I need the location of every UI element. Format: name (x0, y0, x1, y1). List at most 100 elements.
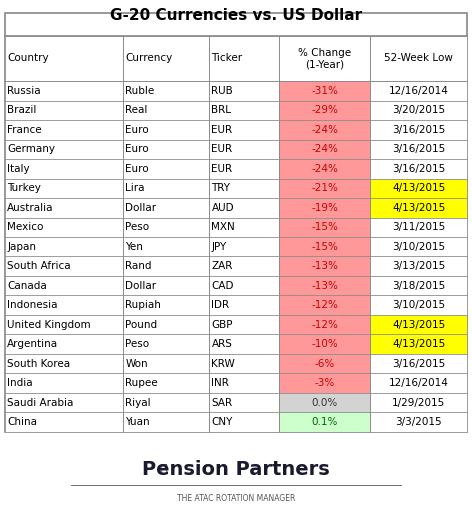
FancyBboxPatch shape (5, 276, 123, 296)
FancyBboxPatch shape (123, 237, 209, 257)
FancyBboxPatch shape (279, 101, 371, 120)
FancyBboxPatch shape (279, 354, 371, 373)
Text: ZAR: ZAR (211, 261, 233, 271)
FancyBboxPatch shape (5, 354, 123, 373)
FancyBboxPatch shape (279, 257, 371, 276)
FancyBboxPatch shape (279, 276, 371, 296)
Text: 4/13/2015: 4/13/2015 (392, 203, 446, 213)
FancyBboxPatch shape (123, 36, 209, 81)
Text: 0.1%: 0.1% (312, 417, 338, 427)
Text: THE ATAC ROTATION MANAGER: THE ATAC ROTATION MANAGER (177, 494, 295, 503)
Text: GBP: GBP (211, 320, 233, 330)
FancyBboxPatch shape (123, 198, 209, 217)
FancyBboxPatch shape (371, 334, 467, 354)
FancyBboxPatch shape (5, 296, 123, 315)
FancyBboxPatch shape (371, 315, 467, 334)
FancyBboxPatch shape (123, 178, 209, 198)
Text: -29%: -29% (312, 105, 338, 115)
Text: South Africa: South Africa (7, 261, 71, 271)
FancyBboxPatch shape (5, 257, 123, 276)
Text: -15%: -15% (312, 242, 338, 252)
Text: 3/16/2015: 3/16/2015 (392, 164, 446, 174)
Text: -10%: -10% (312, 339, 338, 349)
Text: JPY: JPY (211, 242, 227, 252)
Text: Italy: Italy (7, 164, 30, 174)
FancyBboxPatch shape (5, 81, 123, 101)
Text: Russia: Russia (7, 86, 41, 96)
FancyBboxPatch shape (123, 81, 209, 101)
FancyBboxPatch shape (123, 159, 209, 178)
Text: France: France (7, 125, 42, 135)
Text: 4/13/2015: 4/13/2015 (392, 320, 446, 330)
Text: China: China (7, 417, 37, 427)
FancyBboxPatch shape (209, 276, 279, 296)
FancyBboxPatch shape (371, 81, 467, 101)
Text: -19%: -19% (312, 203, 338, 213)
FancyBboxPatch shape (279, 81, 371, 101)
FancyBboxPatch shape (279, 237, 371, 257)
Text: 3/18/2015: 3/18/2015 (392, 281, 446, 291)
FancyBboxPatch shape (279, 159, 371, 178)
FancyBboxPatch shape (279, 36, 371, 81)
Text: Euro: Euro (126, 144, 149, 154)
Text: India: India (7, 378, 33, 388)
Text: EUR: EUR (211, 164, 233, 174)
FancyBboxPatch shape (5, 334, 123, 354)
FancyBboxPatch shape (123, 140, 209, 159)
Text: -24%: -24% (312, 144, 338, 154)
FancyBboxPatch shape (371, 412, 467, 432)
Text: -12%: -12% (312, 300, 338, 310)
Text: 4/13/2015: 4/13/2015 (392, 183, 446, 193)
Text: -3%: -3% (315, 378, 335, 388)
Text: Riyal: Riyal (126, 398, 151, 407)
Text: Yen: Yen (126, 242, 143, 252)
Text: Indonesia: Indonesia (7, 300, 58, 310)
Text: Peso: Peso (126, 222, 150, 232)
Text: -24%: -24% (312, 164, 338, 174)
Text: TRY: TRY (211, 183, 230, 193)
FancyBboxPatch shape (371, 101, 467, 120)
FancyBboxPatch shape (209, 36, 279, 81)
FancyBboxPatch shape (279, 178, 371, 198)
FancyBboxPatch shape (123, 296, 209, 315)
Text: 0.0%: 0.0% (312, 398, 338, 407)
Text: Dollar: Dollar (126, 281, 157, 291)
FancyBboxPatch shape (123, 217, 209, 237)
Text: 3/20/2015: 3/20/2015 (392, 105, 446, 115)
Text: KRW: KRW (211, 359, 235, 369)
FancyBboxPatch shape (5, 373, 123, 393)
Text: Australia: Australia (7, 203, 54, 213)
FancyBboxPatch shape (209, 315, 279, 334)
Text: Germany: Germany (7, 144, 55, 154)
FancyBboxPatch shape (5, 159, 123, 178)
Text: Peso: Peso (126, 339, 150, 349)
FancyBboxPatch shape (371, 237, 467, 257)
Text: Canada: Canada (7, 281, 47, 291)
FancyBboxPatch shape (5, 315, 123, 334)
Text: 12/16/2014: 12/16/2014 (389, 378, 449, 388)
FancyBboxPatch shape (123, 334, 209, 354)
Text: Ticker: Ticker (211, 53, 243, 64)
Text: -21%: -21% (312, 183, 338, 193)
Text: SAR: SAR (211, 398, 233, 407)
Text: 4/13/2015: 4/13/2015 (392, 339, 446, 349)
FancyBboxPatch shape (279, 412, 371, 432)
FancyBboxPatch shape (371, 393, 467, 412)
Text: Lira: Lira (126, 183, 145, 193)
Text: -6%: -6% (315, 359, 335, 369)
Text: IDR: IDR (211, 300, 229, 310)
Text: BRL: BRL (211, 105, 231, 115)
FancyBboxPatch shape (123, 101, 209, 120)
Text: -13%: -13% (312, 261, 338, 271)
FancyBboxPatch shape (279, 373, 371, 393)
Text: % Change
(1-Year): % Change (1-Year) (298, 48, 351, 69)
Text: Mexico: Mexico (7, 222, 43, 232)
FancyBboxPatch shape (279, 296, 371, 315)
FancyBboxPatch shape (209, 354, 279, 373)
FancyBboxPatch shape (209, 237, 279, 257)
FancyBboxPatch shape (209, 140, 279, 159)
FancyBboxPatch shape (5, 140, 123, 159)
Text: 12/16/2014: 12/16/2014 (389, 86, 449, 96)
Text: INR: INR (211, 378, 229, 388)
Text: South Korea: South Korea (7, 359, 70, 369)
